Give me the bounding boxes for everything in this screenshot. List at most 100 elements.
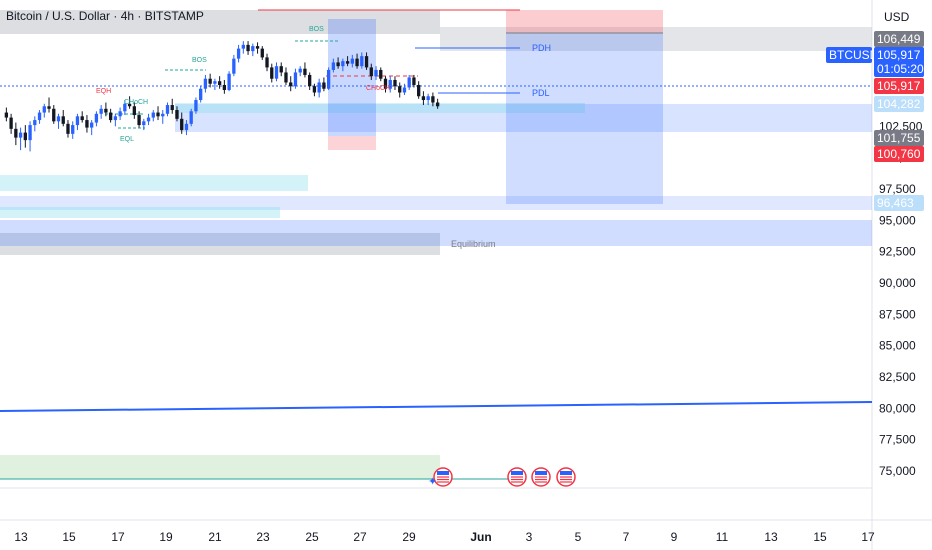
price-tick-label: 80,000 (879, 401, 916, 415)
candle-body (279, 66, 283, 73)
price-tag-label: 100,760 (877, 147, 921, 161)
price-tag-label: 96,463 (877, 196, 914, 210)
price-tag-label: 105,917 (877, 48, 921, 62)
time-tick-label: 21 (208, 530, 222, 544)
candle-body (118, 111, 122, 117)
event-flag-canton (560, 471, 572, 475)
candle-body (156, 112, 160, 117)
candle-body (312, 86, 317, 93)
candle-body (350, 58, 354, 64)
time-tick-label: 5 (575, 530, 582, 544)
candle-body (127, 103, 132, 107)
candle-body (260, 48, 264, 58)
candle-body (217, 81, 222, 85)
candle-body (28, 125, 32, 141)
candle-body (383, 78, 388, 89)
candle-body (108, 112, 113, 121)
price-tag (826, 47, 872, 63)
chart-title[interactable]: Bitcoin / U.S. Dollar · 4h · BITSTAMP (6, 9, 204, 23)
time-tick-label: 13 (14, 530, 28, 544)
candle-body (232, 58, 236, 74)
candle-body (322, 82, 326, 89)
time-tick-label: 19 (159, 530, 173, 544)
premium-zone (0, 10, 440, 34)
price-tag-label: 105,917 (877, 79, 921, 93)
time-tick-label: 17 (111, 530, 125, 544)
time-tick-label: 23 (256, 530, 270, 544)
candle-body (142, 121, 146, 126)
candle-body (331, 62, 336, 70)
candle-body (246, 44, 250, 52)
candle-body (251, 46, 255, 52)
candle-body (308, 74, 312, 87)
candle-body (85, 120, 89, 128)
candle-body (317, 82, 321, 93)
time-tick-label: 17 (861, 530, 875, 544)
candle-body (412, 77, 416, 85)
price-tag (874, 78, 924, 94)
candle-body (274, 66, 279, 79)
price-tick-label: 90,000 (879, 276, 916, 290)
candle-body (170, 105, 174, 111)
candle-body (402, 87, 407, 93)
price-tick-label: 95,000 (879, 213, 916, 227)
price-tag-label: 01:05:20 (877, 62, 924, 76)
candle-body (175, 110, 179, 119)
candle-body (199, 88, 203, 101)
candle-body (435, 102, 440, 107)
candle-body (132, 106, 136, 116)
candle-body (37, 112, 42, 121)
short-box (506, 33, 663, 204)
annotation-label: BOS (309, 26, 324, 33)
candle-body (398, 86, 402, 93)
price-tick-label: 92,500 (879, 245, 916, 259)
price-tick-label: 77,500 (879, 433, 916, 447)
candle-body (66, 123, 70, 134)
event-flag-canton (535, 471, 547, 475)
annotation-label: EQL (120, 136, 134, 143)
demand-zone (0, 220, 872, 246)
time-tick-label: 9 (671, 530, 678, 544)
candle-body (345, 61, 350, 64)
green-zone (0, 455, 440, 479)
candle-body (23, 132, 27, 141)
candle-body (284, 72, 288, 83)
candle-body (99, 108, 103, 114)
price-tick-label: 85,000 (879, 339, 916, 353)
candle-body (104, 108, 108, 113)
candle-body (293, 72, 298, 87)
fvg-zone-2 (0, 196, 872, 210)
currency-label[interactable]: USD (884, 10, 910, 24)
price-tag (874, 61, 924, 77)
short-target (506, 10, 663, 33)
annotation-label: BOS (192, 57, 207, 64)
candle-body (255, 46, 260, 49)
candle-body (360, 56, 364, 67)
price-tag (874, 96, 924, 112)
annotation-label: PDL (532, 88, 550, 98)
chop-box (328, 19, 376, 136)
candle-body (113, 116, 118, 121)
premium-zone-ext (440, 27, 872, 51)
candle-body (18, 132, 23, 138)
time-tick-label: 25 (305, 530, 319, 544)
candle-body (14, 128, 18, 138)
annotation-label: CHoCH (366, 85, 390, 92)
candle-body (426, 96, 430, 101)
candle-body (165, 105, 170, 114)
time-tick-label: 3 (526, 530, 533, 544)
trendline (0, 401, 873, 412)
candle-body (341, 61, 345, 67)
candle-body (42, 106, 46, 113)
candle-body (56, 116, 61, 122)
time-tick-label: 11 (716, 530, 729, 544)
price-tag (874, 130, 924, 146)
candle-body (90, 122, 94, 128)
candle-body (222, 84, 227, 90)
candle-body (270, 67, 274, 79)
candle-body (421, 96, 426, 101)
candle-body (265, 57, 269, 68)
price-tick-label: 75,000 (879, 464, 916, 478)
